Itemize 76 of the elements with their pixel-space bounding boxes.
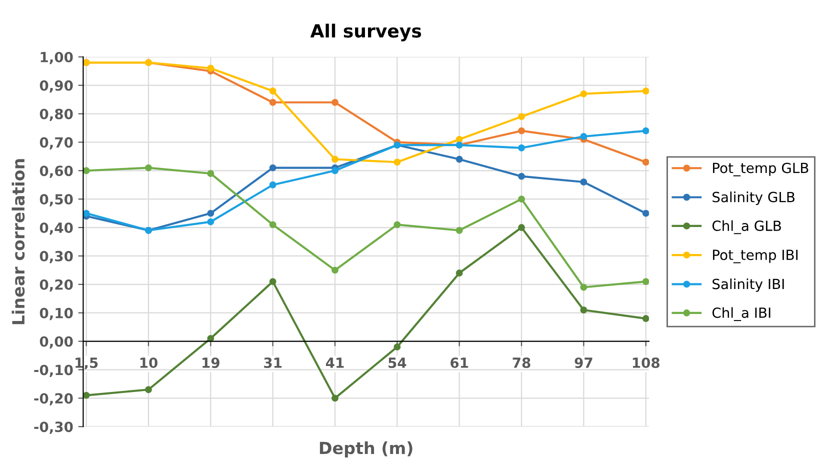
y-tick-label: 0,30 <box>40 250 73 264</box>
y-tick-label: 0,00 <box>40 336 73 349</box>
point <box>269 164 276 172</box>
x-tick-label: 108 <box>632 357 660 368</box>
point <box>207 170 214 177</box>
point <box>269 278 276 286</box>
x-tick-label: 61 <box>450 358 468 368</box>
x-tick-label: 54 <box>388 358 406 368</box>
point <box>269 221 276 228</box>
y-tick-label: 0,20 <box>40 279 73 292</box>
x-tick-label: 97 <box>574 358 592 368</box>
point <box>518 113 525 120</box>
point <box>332 266 338 274</box>
point <box>456 136 463 143</box>
point <box>207 218 214 226</box>
point <box>642 158 649 166</box>
point <box>456 156 463 163</box>
point <box>332 167 338 174</box>
point <box>580 284 588 291</box>
point <box>269 88 276 94</box>
legend-label: Chl_a IBI <box>712 307 770 322</box>
y-tick-label: 0,40 <box>40 222 73 235</box>
legend-label: Pot_temp GLB <box>713 162 808 176</box>
y-tick-label: 0,60 <box>40 166 73 178</box>
point <box>207 64 214 72</box>
chart-title: All surveys <box>310 24 422 42</box>
point <box>145 386 152 394</box>
legend-label: Salinity IBI <box>712 278 784 292</box>
x-tick-label: 78 <box>512 357 530 368</box>
y-tick-label: 0,70 <box>40 137 73 150</box>
point <box>518 127 525 134</box>
point <box>145 164 152 172</box>
point <box>332 156 338 163</box>
point <box>394 343 401 350</box>
point <box>518 224 525 231</box>
point <box>642 315 649 322</box>
point <box>642 210 649 217</box>
point <box>642 88 649 94</box>
legend-label: Salinity GLB <box>712 192 794 205</box>
x-tick-label: 41 <box>326 358 344 368</box>
x-tick-label: 31 <box>264 357 282 368</box>
point <box>580 133 588 140</box>
point <box>207 210 214 217</box>
point <box>642 127 649 134</box>
y-tick-label: 0,90 <box>40 80 73 93</box>
y-axis-title: Linear correlation <box>12 159 25 324</box>
y-tick-label: 0,10 <box>40 308 73 320</box>
point <box>456 270 463 276</box>
point <box>394 158 401 166</box>
point <box>518 196 525 203</box>
y-tick-label: -0,10 <box>34 364 73 377</box>
point <box>580 178 588 186</box>
point <box>518 172 525 180</box>
point <box>83 210 90 217</box>
point <box>518 144 525 152</box>
x-axis-title: Depth (m) <box>320 441 412 458</box>
y-tick-label: 1,00 <box>40 52 73 64</box>
point <box>456 226 463 234</box>
point <box>580 306 588 314</box>
point <box>394 221 401 228</box>
y-tick-label: -0,30 <box>34 422 73 434</box>
point <box>332 394 338 402</box>
point <box>332 98 338 106</box>
legend-label: Chl_a GLB <box>712 220 781 234</box>
y-tick-label: -0,20 <box>34 393 73 406</box>
y-tick-label: 0,50 <box>40 194 73 206</box>
point <box>580 90 588 98</box>
point <box>83 392 90 399</box>
point <box>642 278 649 286</box>
legend-label: Pot_temp IBI <box>713 250 798 264</box>
point <box>269 181 276 188</box>
point <box>269 98 276 106</box>
x-tick-label: 19 <box>202 358 220 368</box>
point <box>83 167 90 174</box>
y-tick-label: 0,80 <box>40 108 73 122</box>
x-tick-label: 10 <box>140 357 158 368</box>
